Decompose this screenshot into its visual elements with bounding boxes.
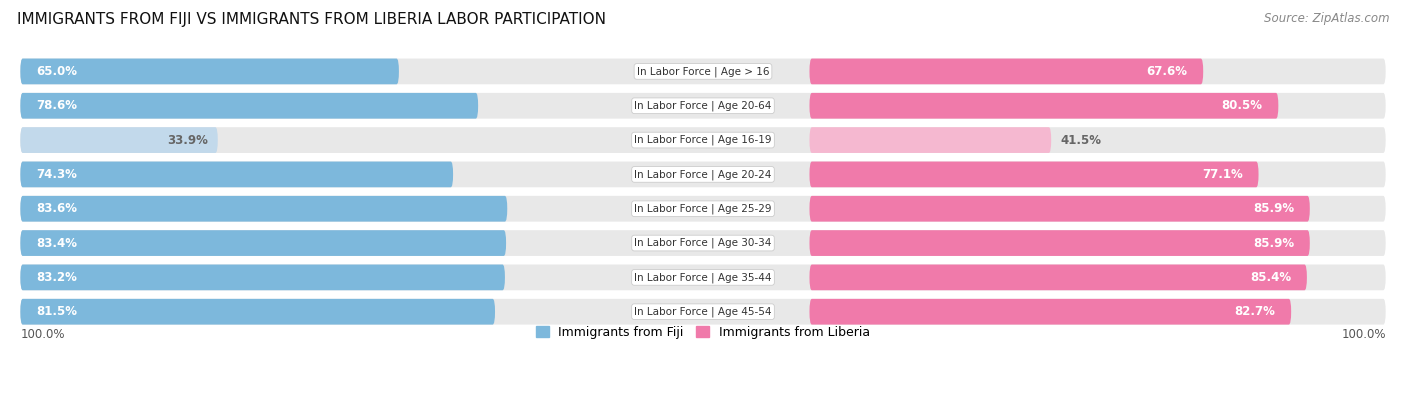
Text: 67.6%: 67.6% <box>1146 65 1188 78</box>
Text: 33.9%: 33.9% <box>167 134 208 147</box>
Text: 65.0%: 65.0% <box>37 65 77 78</box>
Text: Source: ZipAtlas.com: Source: ZipAtlas.com <box>1264 12 1389 25</box>
Text: 78.6%: 78.6% <box>37 99 77 112</box>
Text: 83.6%: 83.6% <box>37 202 77 215</box>
FancyBboxPatch shape <box>810 58 1204 84</box>
Text: 100.0%: 100.0% <box>1341 327 1386 340</box>
Legend: Immigrants from Fiji, Immigrants from Liberia: Immigrants from Fiji, Immigrants from Li… <box>531 321 875 344</box>
FancyBboxPatch shape <box>20 299 1386 325</box>
Text: 85.9%: 85.9% <box>1253 237 1294 250</box>
FancyBboxPatch shape <box>20 58 399 84</box>
Text: In Labor Force | Age 16-19: In Labor Force | Age 16-19 <box>634 135 772 145</box>
Text: In Labor Force | Age 20-24: In Labor Force | Age 20-24 <box>634 169 772 180</box>
FancyBboxPatch shape <box>20 127 218 153</box>
FancyBboxPatch shape <box>810 162 1258 187</box>
FancyBboxPatch shape <box>810 93 1278 118</box>
Text: 83.2%: 83.2% <box>37 271 77 284</box>
FancyBboxPatch shape <box>20 196 1386 222</box>
FancyBboxPatch shape <box>810 196 1310 222</box>
Text: 81.5%: 81.5% <box>37 305 77 318</box>
Text: In Labor Force | Age > 16: In Labor Force | Age > 16 <box>637 66 769 77</box>
FancyBboxPatch shape <box>20 230 1386 256</box>
FancyBboxPatch shape <box>810 127 1052 153</box>
Text: In Labor Force | Age 45-54: In Labor Force | Age 45-54 <box>634 307 772 317</box>
Text: 80.5%: 80.5% <box>1222 99 1263 112</box>
Text: 100.0%: 100.0% <box>20 327 65 340</box>
Text: In Labor Force | Age 35-44: In Labor Force | Age 35-44 <box>634 272 772 283</box>
Text: In Labor Force | Age 25-29: In Labor Force | Age 25-29 <box>634 203 772 214</box>
Text: 82.7%: 82.7% <box>1234 305 1275 318</box>
FancyBboxPatch shape <box>810 299 1291 325</box>
Text: In Labor Force | Age 30-34: In Labor Force | Age 30-34 <box>634 238 772 248</box>
FancyBboxPatch shape <box>810 265 1308 290</box>
Text: IMMIGRANTS FROM FIJI VS IMMIGRANTS FROM LIBERIA LABOR PARTICIPATION: IMMIGRANTS FROM FIJI VS IMMIGRANTS FROM … <box>17 12 606 27</box>
FancyBboxPatch shape <box>20 265 505 290</box>
Text: 77.1%: 77.1% <box>1202 168 1243 181</box>
FancyBboxPatch shape <box>20 162 453 187</box>
Text: 85.4%: 85.4% <box>1250 271 1291 284</box>
Text: 41.5%: 41.5% <box>1060 134 1101 147</box>
FancyBboxPatch shape <box>20 299 495 325</box>
FancyBboxPatch shape <box>20 162 1386 187</box>
FancyBboxPatch shape <box>20 196 508 222</box>
FancyBboxPatch shape <box>20 93 478 118</box>
FancyBboxPatch shape <box>20 127 1386 153</box>
Text: 85.9%: 85.9% <box>1253 202 1294 215</box>
FancyBboxPatch shape <box>810 230 1310 256</box>
FancyBboxPatch shape <box>20 93 1386 118</box>
Text: In Labor Force | Age 20-64: In Labor Force | Age 20-64 <box>634 100 772 111</box>
FancyBboxPatch shape <box>20 230 506 256</box>
FancyBboxPatch shape <box>20 58 1386 84</box>
Text: 83.4%: 83.4% <box>37 237 77 250</box>
FancyBboxPatch shape <box>20 265 1386 290</box>
Text: 74.3%: 74.3% <box>37 168 77 181</box>
